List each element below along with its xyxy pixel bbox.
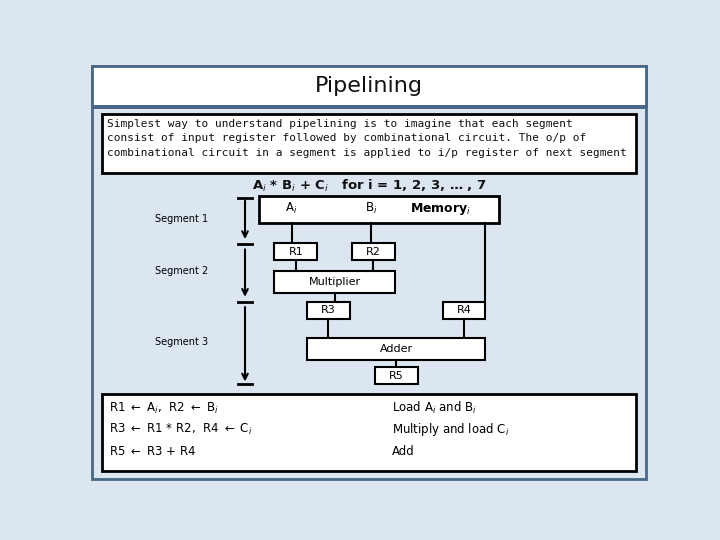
Text: Segment 1: Segment 1 — [155, 214, 208, 224]
Bar — [102, 114, 636, 173]
Bar — [274, 244, 317, 260]
Bar — [91, 105, 647, 110]
Text: R5 $\leftarrow$ R3 + R4: R5 $\leftarrow$ R3 + R4 — [109, 445, 196, 458]
Text: B$_i$: B$_i$ — [365, 201, 377, 217]
Bar — [352, 244, 395, 260]
Text: A$_i$ * B$_i$ + C$_i$   for i = 1, 2, 3, … , 7: A$_i$ * B$_i$ + C$_i$ for i = 1, 2, 3, …… — [252, 178, 486, 194]
Bar — [375, 367, 418, 384]
Text: R5: R5 — [389, 371, 404, 381]
Text: R3: R3 — [321, 306, 336, 315]
Text: Multiplier: Multiplier — [308, 277, 361, 287]
Bar — [307, 302, 350, 319]
Bar — [102, 394, 636, 471]
Text: R4: R4 — [456, 306, 472, 315]
Text: Simplest way to understand pipelining is to imagine that each segment
consist of: Simplest way to understand pipelining is… — [107, 119, 627, 158]
Bar — [307, 338, 485, 360]
Bar — [259, 195, 499, 222]
Text: Multiply and load C$_i$: Multiply and load C$_i$ — [392, 421, 510, 438]
Text: Segment 2: Segment 2 — [155, 266, 208, 276]
Bar — [274, 271, 395, 293]
Text: R2: R2 — [366, 247, 381, 257]
Text: Pipelining: Pipelining — [315, 76, 423, 96]
Text: A$_i$: A$_i$ — [285, 201, 297, 217]
Text: R1: R1 — [289, 247, 303, 257]
Text: Add: Add — [392, 445, 415, 458]
Text: Segment 3: Segment 3 — [155, 337, 208, 347]
Text: Load A$_i$ and B$_i$: Load A$_i$ and B$_i$ — [392, 400, 477, 416]
Text: Memory$_i$: Memory$_i$ — [410, 201, 472, 217]
Bar — [91, 66, 647, 106]
Text: R3 $\leftarrow$ R1 * R2,  R4 $\leftarrow$ C$_i$: R3 $\leftarrow$ R1 * R2, R4 $\leftarrow$… — [109, 422, 252, 437]
Text: Adder: Adder — [379, 344, 413, 354]
Bar — [443, 302, 485, 319]
Text: R1 $\leftarrow$ A$_i$,  R2 $\leftarrow$ B$_i$: R1 $\leftarrow$ A$_i$, R2 $\leftarrow$ B… — [109, 401, 218, 416]
